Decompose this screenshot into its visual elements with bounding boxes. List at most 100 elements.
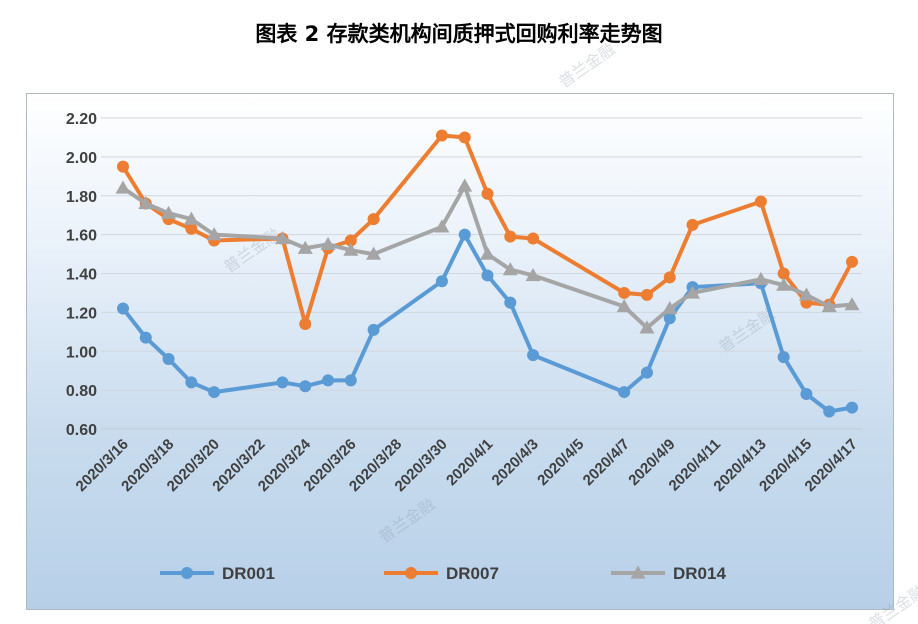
data-point bbox=[274, 231, 290, 245]
data-point bbox=[639, 320, 655, 334]
chart-title: 图表 2 存款类机构间质押式回购利率走势图 bbox=[255, 22, 663, 46]
data-point bbox=[367, 323, 380, 336]
legend-label: DR001 bbox=[222, 564, 275, 583]
x-tick-label: 2020/4/7 bbox=[580, 436, 633, 489]
data-point bbox=[117, 160, 129, 173]
grid-lines bbox=[101, 117, 862, 430]
data-point bbox=[185, 222, 198, 235]
x-tick-label: 2020/4/3 bbox=[489, 436, 542, 489]
data-point bbox=[685, 285, 701, 299]
data-point bbox=[662, 300, 678, 315]
data-point bbox=[185, 376, 198, 389]
data-point bbox=[435, 129, 448, 142]
data-point bbox=[162, 353, 175, 366]
data-point bbox=[434, 219, 450, 233]
legend-label: DR007 bbox=[446, 564, 499, 583]
data-point bbox=[663, 271, 676, 284]
legend-swatch-marker bbox=[630, 565, 646, 579]
data-point bbox=[344, 374, 357, 387]
legend-swatch-marker bbox=[181, 567, 193, 579]
data-point bbox=[366, 246, 382, 260]
data-point bbox=[458, 131, 471, 144]
data-point bbox=[480, 246, 495, 260]
data-point bbox=[776, 277, 792, 291]
data-point bbox=[458, 228, 471, 241]
data-point bbox=[457, 178, 473, 192]
data-point bbox=[823, 405, 836, 418]
data-point bbox=[208, 386, 221, 399]
data-point bbox=[527, 349, 540, 362]
data-point bbox=[481, 187, 494, 200]
legend-item-dr014: DR014 bbox=[611, 564, 726, 583]
data-point bbox=[206, 227, 222, 241]
data-point bbox=[502, 262, 518, 276]
data-point bbox=[367, 213, 380, 226]
data-point bbox=[798, 287, 814, 301]
data-point bbox=[322, 374, 335, 387]
data-point bbox=[161, 205, 177, 219]
data-point bbox=[481, 269, 494, 282]
legend-swatch-marker bbox=[405, 567, 417, 579]
data-point bbox=[844, 297, 860, 311]
data-point bbox=[117, 302, 129, 315]
x-axis: 2020/3/162020/3/182020/3/202020/3/222020… bbox=[73, 435, 861, 495]
legend-label: DR014 bbox=[673, 564, 726, 583]
data-point bbox=[754, 195, 767, 208]
data-point bbox=[115, 180, 131, 194]
series-layer bbox=[115, 129, 860, 418]
watermark-text: 普兰金融 bbox=[220, 224, 283, 276]
data-point bbox=[504, 296, 517, 309]
x-tick-label: 2020/4/1 bbox=[443, 436, 496, 489]
data-point bbox=[846, 401, 858, 414]
y-tick-label: 1.60 bbox=[66, 228, 97, 245]
data-point bbox=[299, 318, 312, 331]
data-point bbox=[276, 376, 289, 389]
watermark-text: 普兰金融 bbox=[375, 494, 438, 546]
data-point bbox=[753, 271, 769, 285]
data-point bbox=[297, 240, 313, 254]
data-point bbox=[527, 232, 540, 245]
legend: DR001 DR007 DR014 bbox=[160, 564, 726, 583]
data-point bbox=[640, 288, 653, 301]
data-point bbox=[777, 351, 790, 364]
series-dr007 bbox=[117, 129, 858, 331]
data-point bbox=[618, 386, 631, 399]
data-point bbox=[344, 234, 357, 247]
data-point bbox=[777, 267, 790, 280]
data-point bbox=[686, 218, 699, 231]
y-tick-label: 1.20 bbox=[66, 305, 97, 322]
data-point bbox=[183, 211, 199, 225]
series-dr014 bbox=[115, 178, 860, 334]
x-tick-label: 2020/4/5 bbox=[534, 436, 587, 489]
watermark-text: 普兰金融 bbox=[865, 581, 918, 624]
data-point bbox=[616, 299, 632, 313]
data-point bbox=[618, 286, 631, 299]
y-tick-label: 0.60 bbox=[66, 422, 97, 439]
y-tick-label: 1.80 bbox=[66, 189, 97, 206]
data-point bbox=[846, 255, 858, 268]
series-line-dr007 bbox=[121, 133, 854, 326]
data-point bbox=[525, 267, 541, 282]
watermark-text: 普兰金融 bbox=[555, 39, 618, 91]
data-point bbox=[343, 242, 359, 256]
y-tick-label: 1.00 bbox=[66, 344, 97, 361]
data-point bbox=[138, 196, 154, 210]
y-tick-label: 2.20 bbox=[66, 111, 97, 128]
data-point bbox=[663, 312, 676, 325]
data-point bbox=[640, 366, 653, 379]
data-point bbox=[139, 331, 152, 344]
data-point bbox=[504, 230, 517, 243]
y-tick-label: 2.00 bbox=[66, 150, 97, 167]
data-point bbox=[821, 299, 837, 313]
data-point bbox=[320, 236, 336, 250]
y-tick-label: 1.40 bbox=[66, 267, 97, 284]
data-point bbox=[299, 380, 312, 393]
data-point bbox=[800, 388, 813, 401]
y-tick-label: 0.80 bbox=[66, 383, 97, 400]
legend-item-dr007: DR007 bbox=[384, 564, 499, 583]
data-point bbox=[435, 275, 448, 288]
y-axis: 0.60 0.80 1.00 1.20 1.40 1.60 1.80 2.00 2.20 bbox=[66, 111, 97, 439]
legend-item-dr001: DR001 bbox=[160, 564, 275, 583]
